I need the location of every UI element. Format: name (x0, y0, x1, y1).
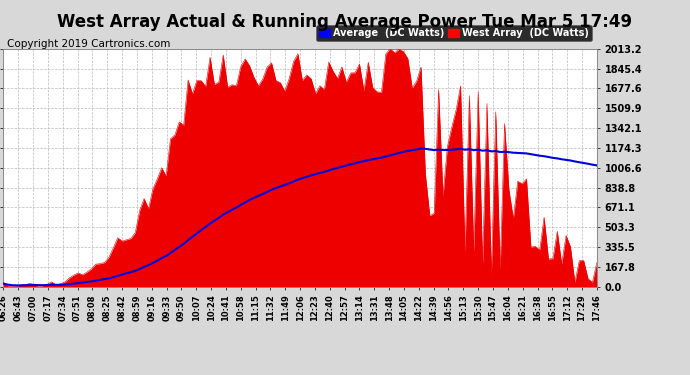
Text: Copyright 2019 Cartronics.com: Copyright 2019 Cartronics.com (7, 39, 170, 50)
Legend: Average  (DC Watts), West Array  (DC Watts): Average (DC Watts), West Array (DC Watts… (316, 25, 592, 41)
Text: West Array Actual & Running Average Power Tue Mar 5 17:49: West Array Actual & Running Average Powe… (57, 13, 633, 31)
